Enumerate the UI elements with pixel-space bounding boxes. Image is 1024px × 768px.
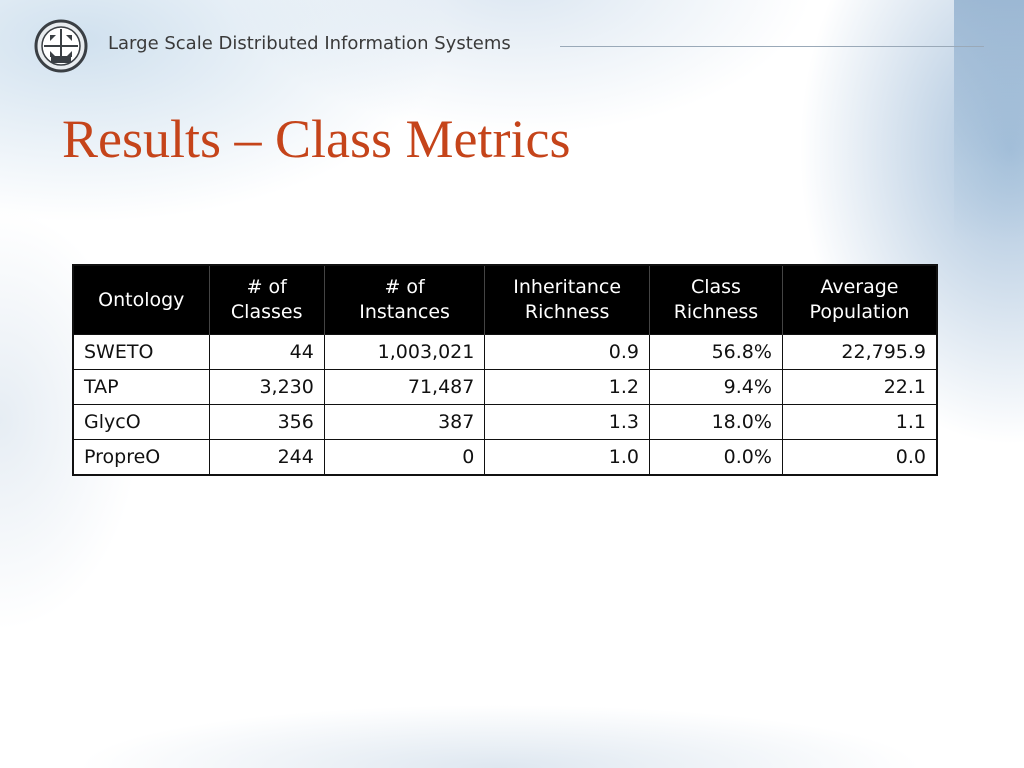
- inheritance-richness-cell: 1.0: [484, 439, 650, 476]
- ontology-name-cell: PropreO: [72, 439, 210, 476]
- table-row: SWETO 44 1,003,021 0.9 56.8% 22,795.9: [72, 334, 938, 370]
- org-title: Large Scale Distributed Information Syst…: [108, 33, 511, 54]
- header-line: Classes: [230, 301, 303, 323]
- classes-cell: 3,230: [208, 369, 325, 405]
- header-line: Instances: [359, 301, 450, 323]
- header-line: Richness: [524, 301, 610, 323]
- column-header-instances: # of Instances: [323, 265, 485, 335]
- header-line: Richness: [673, 301, 759, 323]
- page-title: Results – Class Metrics: [62, 109, 571, 169]
- instances-cell: 71,487: [323, 369, 486, 405]
- average-population-cell: 1.1: [781, 404, 938, 440]
- inheritance-richness-cell: 0.9: [484, 334, 650, 370]
- header-line: Class: [690, 276, 741, 298]
- ontology-name-cell: SWETO: [72, 334, 210, 370]
- average-population-cell: 0.0: [781, 439, 938, 476]
- class-richness-cell: 18.0%: [648, 404, 783, 440]
- header-line: Ontology: [98, 288, 185, 311]
- header-line: # of: [384, 276, 425, 298]
- average-population-cell: 22,795.9: [781, 334, 938, 370]
- header-divider: [560, 46, 984, 47]
- table-row: TAP 3,230 71,487 1.2 9.4% 22.1: [72, 369, 938, 405]
- class-richness-cell: 0.0%: [648, 439, 783, 476]
- instances-cell: 1,003,021: [323, 334, 486, 370]
- average-population-cell: 22.1: [781, 369, 938, 405]
- class-metrics-table: Ontology # of Classes # of Instances Inh…: [72, 264, 938, 476]
- header-line: Population: [809, 301, 910, 323]
- lsdis-logo-icon: [34, 19, 88, 73]
- column-header-classes: # of Classes: [208, 265, 325, 335]
- classes-cell: 44: [208, 334, 325, 370]
- ontology-name-cell: TAP: [72, 369, 210, 405]
- column-header-average-population: Average Population: [781, 265, 937, 335]
- header-line: Average: [820, 276, 899, 298]
- ontology-name-cell: GlycO: [72, 404, 210, 440]
- inheritance-richness-cell: 1.3: [484, 404, 650, 440]
- column-header-class-richness: Class Richness: [648, 265, 783, 335]
- inheritance-richness-cell: 1.2: [484, 369, 650, 405]
- instances-cell: 387: [323, 404, 486, 440]
- instances-cell: 0: [323, 439, 486, 476]
- column-header-inheritance-richness: Inheritance Richness: [484, 265, 650, 335]
- classes-cell: 244: [208, 439, 325, 476]
- header-line: Inheritance: [513, 276, 622, 298]
- column-header-ontology: Ontology: [73, 265, 210, 335]
- table-header-row: Ontology # of Classes # of Instances Inh…: [73, 265, 937, 335]
- class-richness-cell: 9.4%: [648, 369, 783, 405]
- class-richness-cell: 56.8%: [648, 334, 783, 370]
- table-row: GlycO 356 387 1.3 18.0% 1.1: [72, 404, 938, 440]
- classes-cell: 356: [208, 404, 325, 440]
- header-line: # of: [246, 276, 287, 298]
- table-row: PropreO 244 0 1.0 0.0% 0.0: [72, 439, 938, 476]
- background-decoration-panel: [954, 0, 1024, 240]
